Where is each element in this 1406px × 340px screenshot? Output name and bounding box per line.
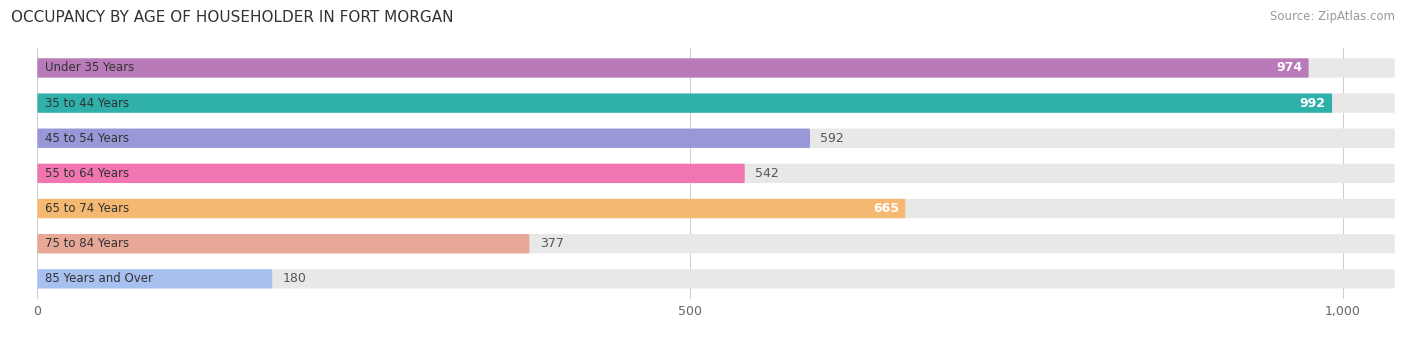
- Text: 542: 542: [755, 167, 779, 180]
- FancyBboxPatch shape: [38, 129, 1395, 148]
- FancyBboxPatch shape: [38, 58, 1309, 78]
- Text: 180: 180: [283, 272, 307, 285]
- FancyBboxPatch shape: [38, 94, 1395, 113]
- Text: 377: 377: [540, 237, 564, 250]
- FancyBboxPatch shape: [38, 269, 1395, 288]
- FancyBboxPatch shape: [38, 234, 1395, 253]
- FancyBboxPatch shape: [38, 58, 1395, 78]
- Text: Under 35 Years: Under 35 Years: [45, 62, 135, 74]
- FancyBboxPatch shape: [38, 234, 530, 253]
- Text: Source: ZipAtlas.com: Source: ZipAtlas.com: [1270, 10, 1395, 23]
- Text: 665: 665: [873, 202, 898, 215]
- FancyBboxPatch shape: [38, 199, 905, 218]
- Text: 974: 974: [1277, 62, 1302, 74]
- FancyBboxPatch shape: [38, 129, 810, 148]
- Text: 45 to 54 Years: 45 to 54 Years: [45, 132, 129, 145]
- Text: 75 to 84 Years: 75 to 84 Years: [45, 237, 129, 250]
- FancyBboxPatch shape: [38, 269, 273, 288]
- Text: 35 to 44 Years: 35 to 44 Years: [45, 97, 129, 109]
- FancyBboxPatch shape: [38, 94, 1331, 113]
- FancyBboxPatch shape: [38, 164, 1395, 183]
- Text: OCCUPANCY BY AGE OF HOUSEHOLDER IN FORT MORGAN: OCCUPANCY BY AGE OF HOUSEHOLDER IN FORT …: [11, 10, 454, 25]
- FancyBboxPatch shape: [38, 199, 1395, 218]
- Text: 992: 992: [1299, 97, 1326, 109]
- Text: 55 to 64 Years: 55 to 64 Years: [45, 167, 129, 180]
- FancyBboxPatch shape: [38, 164, 745, 183]
- Text: 65 to 74 Years: 65 to 74 Years: [45, 202, 129, 215]
- Text: 592: 592: [821, 132, 844, 145]
- Text: 85 Years and Over: 85 Years and Over: [45, 272, 153, 285]
